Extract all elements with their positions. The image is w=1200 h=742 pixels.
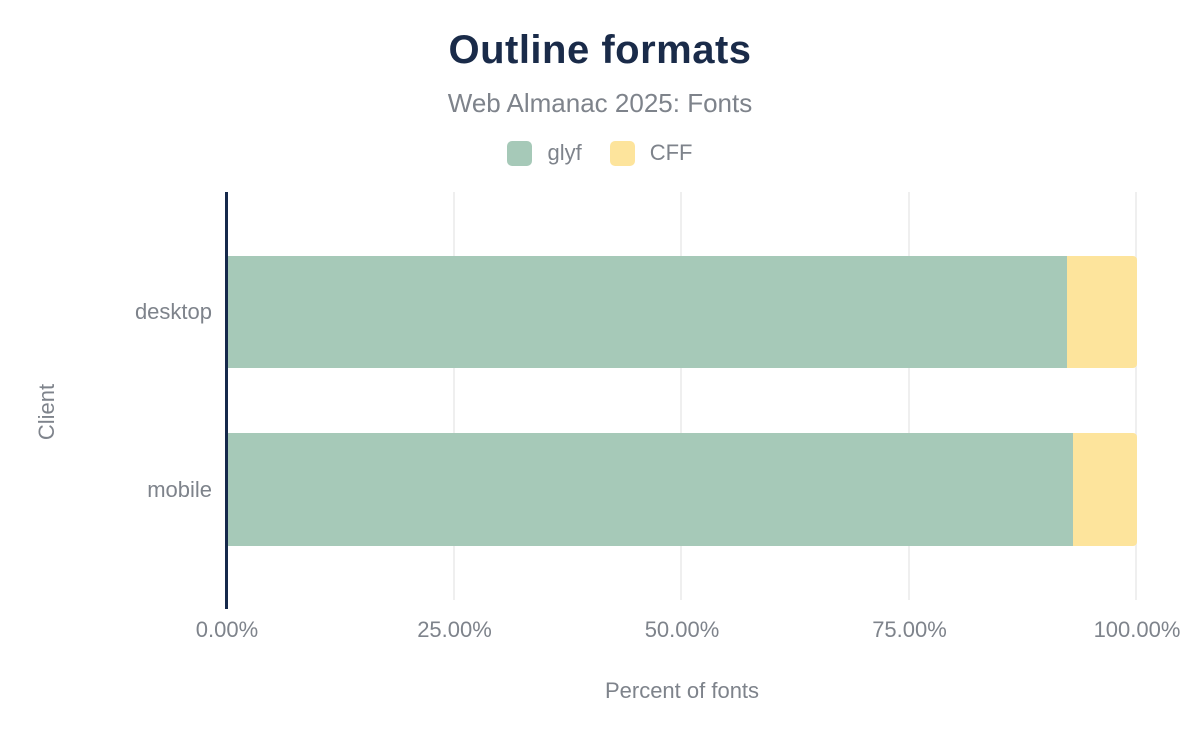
legend-swatch-CFF [609,140,635,166]
x-tick-label-50: 50.00% [644,617,720,642]
category-label-mobile: mobile [147,476,212,502]
bar-row-mobile [227,433,1137,546]
y-axis-line [225,192,228,609]
x-tick-label-25: 25.00% [417,617,492,642]
chart-subtitle: Web Almanac 2025: Fonts [447,88,753,118]
bar-row-desktop [227,256,1137,368]
x-axis-title: Percent of fonts [604,678,760,703]
gridline-75 [907,192,910,600]
gridline-50 [680,192,682,600]
x-tick-label-75: 75.00% [872,617,947,642]
gridline-25 [452,192,455,600]
plot-area [227,192,1137,600]
x-tick-label-0: 0.00% [195,617,259,642]
legend-item-CFF[interactable]: CFF [609,140,693,166]
x-tick-label-100: 100.00% [1093,617,1181,642]
bar-segment-desktop-glyf[interactable] [227,256,1067,368]
bar-segment-desktop-CFF[interactable] [1066,256,1137,368]
legend-item-glyf[interactable]: glyf [507,140,582,166]
bar-segment-mobile-glyf[interactable] [227,433,1074,546]
category-label-desktop: desktop [134,299,212,324]
legend-swatch-glyf [507,140,533,166]
legend-label-glyf: glyf [547,140,582,165]
legend-label-CFF: CFF [649,140,693,165]
gridline-100 [1135,192,1137,600]
y-axis-title: Client [34,383,59,441]
chart-title: Outline formats [448,28,752,72]
legend: glyf CFF [0,140,1200,166]
bar-segment-mobile-CFF[interactable] [1073,433,1137,546]
